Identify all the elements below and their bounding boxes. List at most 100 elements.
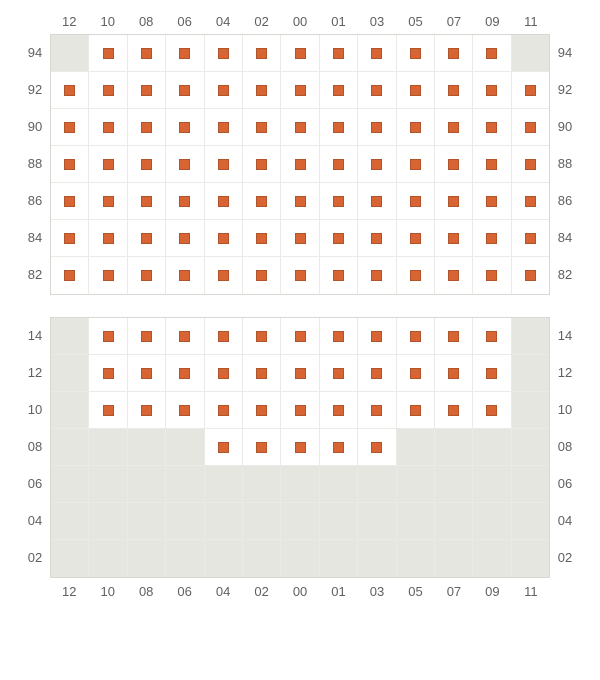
seat-cell[interactable] — [243, 146, 281, 183]
seat-cell[interactable] — [51, 183, 89, 220]
seat-cell[interactable] — [166, 220, 204, 257]
seat-cell[interactable] — [397, 220, 435, 257]
seat-cell[interactable] — [358, 318, 396, 355]
seat-cell[interactable] — [128, 72, 166, 109]
seat-cell[interactable] — [51, 72, 89, 109]
seat-cell[interactable] — [128, 355, 166, 392]
seat-cell[interactable] — [435, 392, 473, 429]
seat-cell[interactable] — [128, 257, 166, 294]
seat-cell[interactable] — [205, 220, 243, 257]
seat-cell[interactable] — [281, 318, 319, 355]
seat-cell[interactable] — [320, 392, 358, 429]
seat-cell[interactable] — [205, 183, 243, 220]
seat-cell[interactable] — [435, 355, 473, 392]
seat-cell[interactable] — [473, 35, 511, 72]
seat-cell[interactable] — [205, 257, 243, 294]
seat-cell[interactable] — [128, 220, 166, 257]
seat-cell[interactable] — [397, 318, 435, 355]
seat-cell[interactable] — [243, 220, 281, 257]
seat-cell[interactable] — [512, 220, 549, 257]
seat-cell[interactable] — [51, 109, 89, 146]
seat-cell[interactable] — [358, 146, 396, 183]
seat-cell[interactable] — [281, 109, 319, 146]
seat-cell[interactable] — [435, 72, 473, 109]
seat-cell[interactable] — [281, 257, 319, 294]
seat-cell[interactable] — [512, 72, 549, 109]
seat-cell[interactable] — [89, 109, 127, 146]
seat-cell[interactable] — [473, 220, 511, 257]
seat-cell[interactable] — [128, 392, 166, 429]
seat-cell[interactable] — [397, 355, 435, 392]
seat-cell[interactable] — [205, 72, 243, 109]
seat-cell[interactable] — [89, 392, 127, 429]
seat-cell[interactable] — [512, 183, 549, 220]
seat-cell[interactable] — [243, 429, 281, 466]
seat-cell[interactable] — [397, 146, 435, 183]
seat-cell[interactable] — [51, 220, 89, 257]
seat-cell[interactable] — [243, 183, 281, 220]
seat-cell[interactable] — [128, 183, 166, 220]
seat-cell[interactable] — [397, 257, 435, 294]
seat-cell[interactable] — [166, 72, 204, 109]
seat-cell[interactable] — [358, 355, 396, 392]
seat-cell[interactable] — [243, 392, 281, 429]
seat-cell[interactable] — [358, 72, 396, 109]
seat-cell[interactable] — [358, 35, 396, 72]
seat-cell[interactable] — [281, 183, 319, 220]
seat-cell[interactable] — [128, 146, 166, 183]
seat-cell[interactable] — [358, 392, 396, 429]
seat-cell[interactable] — [512, 146, 549, 183]
seat-cell[interactable] — [397, 35, 435, 72]
seat-cell[interactable] — [166, 35, 204, 72]
seat-cell[interactable] — [320, 355, 358, 392]
seat-cell[interactable] — [358, 109, 396, 146]
seat-cell[interactable] — [358, 429, 396, 466]
seat-cell[interactable] — [435, 318, 473, 355]
seat-cell[interactable] — [397, 392, 435, 429]
seat-cell[interactable] — [243, 35, 281, 72]
seat-cell[interactable] — [320, 72, 358, 109]
seat-cell[interactable] — [281, 72, 319, 109]
seat-cell[interactable] — [205, 318, 243, 355]
seat-cell[interactable] — [166, 146, 204, 183]
seat-cell[interactable] — [51, 257, 89, 294]
seat-cell[interactable] — [473, 109, 511, 146]
seat-cell[interactable] — [51, 146, 89, 183]
seat-cell[interactable] — [89, 355, 127, 392]
seat-cell[interactable] — [473, 318, 511, 355]
seat-cell[interactable] — [473, 355, 511, 392]
seat-cell[interactable] — [205, 109, 243, 146]
seat-cell[interactable] — [473, 72, 511, 109]
seat-cell[interactable] — [358, 183, 396, 220]
seat-cell[interactable] — [320, 318, 358, 355]
seat-cell[interactable] — [512, 109, 549, 146]
seat-cell[interactable] — [243, 72, 281, 109]
seat-cell[interactable] — [435, 35, 473, 72]
seat-cell[interactable] — [281, 220, 319, 257]
seat-cell[interactable] — [166, 392, 204, 429]
seat-cell[interactable] — [243, 355, 281, 392]
seat-cell[interactable] — [435, 146, 473, 183]
seat-cell[interactable] — [89, 72, 127, 109]
seat-cell[interactable] — [205, 35, 243, 72]
seat-cell[interactable] — [243, 109, 281, 146]
seat-cell[interactable] — [320, 257, 358, 294]
seat-cell[interactable] — [166, 257, 204, 294]
seat-cell[interactable] — [320, 109, 358, 146]
seat-cell[interactable] — [473, 183, 511, 220]
seat-cell[interactable] — [89, 146, 127, 183]
seat-cell[interactable] — [89, 183, 127, 220]
seat-cell[interactable] — [166, 318, 204, 355]
seat-cell[interactable] — [397, 72, 435, 109]
seat-cell[interactable] — [166, 355, 204, 392]
seat-cell[interactable] — [320, 146, 358, 183]
seat-cell[interactable] — [205, 429, 243, 466]
seat-cell[interactable] — [512, 257, 549, 294]
seat-cell[interactable] — [435, 109, 473, 146]
seat-cell[interactable] — [358, 257, 396, 294]
seat-cell[interactable] — [435, 183, 473, 220]
seat-cell[interactable] — [205, 392, 243, 429]
seat-cell[interactable] — [435, 257, 473, 294]
seat-cell[interactable] — [281, 146, 319, 183]
seat-cell[interactable] — [281, 355, 319, 392]
